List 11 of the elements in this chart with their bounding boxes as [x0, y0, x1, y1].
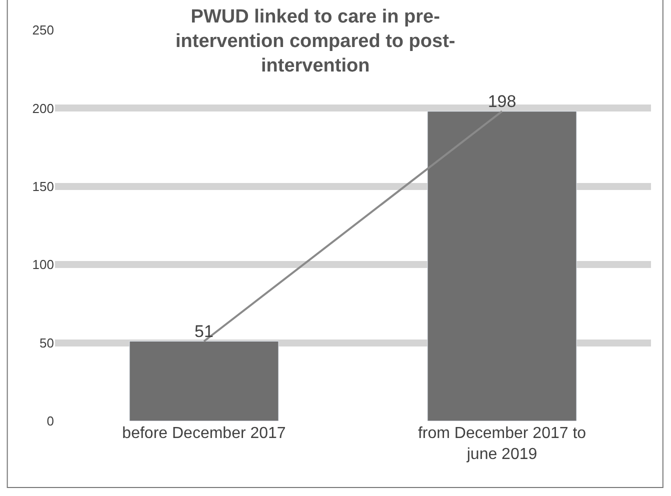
chart-title: PWUD linked to care in pre-intervention compared to post-intervention — [175, 6, 456, 77]
y-tick-label: 100 — [32, 257, 54, 272]
y-tick-label: 50 — [40, 335, 54, 350]
data-label: 198 — [488, 92, 516, 112]
x-tick-label: from December 2017 to june 2019 — [418, 425, 586, 463]
y-tick-label: 150 — [32, 178, 54, 194]
y-tick-label: 0 — [46, 414, 54, 429]
y-tick-label: 200 — [32, 100, 54, 116]
y-tick-label: 250 — [32, 22, 54, 38]
data-label: 51 — [194, 322, 214, 341]
x-tick-label: before December 2017 — [122, 425, 286, 442]
